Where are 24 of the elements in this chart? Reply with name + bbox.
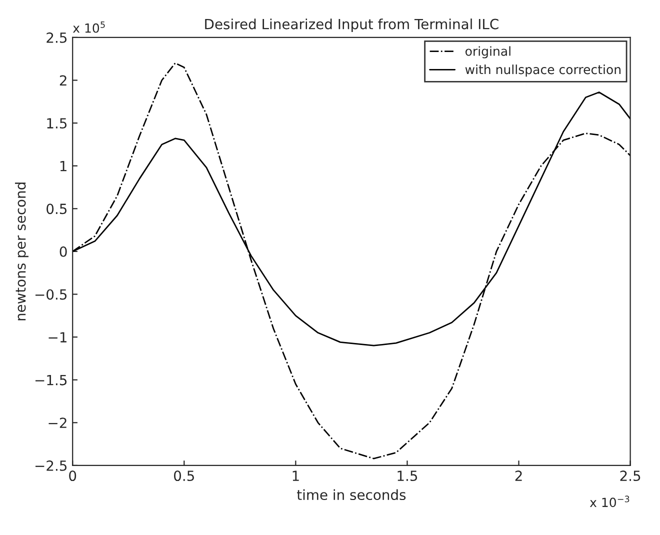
- y-tick-label: 2: [60, 75, 66, 86]
- x-tick-label: 1.5: [398, 470, 418, 482]
- chart-title: Desired Linearized Input from Terminal ILC: [205, 18, 498, 32]
- text: x 10$^{5}$: [72, 21, 105, 33]
- y-tick-label: 0: [60, 246, 67, 257]
- x-tick-label: 2.5: [620, 470, 640, 482]
- legend-label: original: [466, 46, 510, 58]
- x-axis-title: time in seconds: [297, 489, 406, 500]
- text: x 10$^{−3}$: [590, 496, 630, 508]
- y-tick-label: 1: [60, 161, 66, 172]
- y-tick-label: 2.5: [46, 32, 67, 43]
- y-tick-label: −2: [48, 418, 66, 428]
- y-tick-label: 0.5: [46, 204, 67, 214]
- y-tick-label: 1.5: [47, 118, 67, 129]
- y-tick-label: −2.5: [35, 460, 67, 471]
- y-tick-label: −0.5: [35, 289, 67, 300]
- x-tick-label: 0.5: [174, 470, 194, 482]
- x-tick-label: 1: [292, 470, 299, 481]
- x-tick-label: 0: [69, 470, 76, 482]
- y-axis-title: newtons per second: [15, 182, 28, 320]
- y-tick-label: −1.5: [35, 375, 67, 386]
- x-tick-label: 2: [515, 470, 522, 481]
- legend-label: with nullspace correction: [465, 64, 620, 77]
- y-tick-label: −1: [48, 332, 66, 342]
